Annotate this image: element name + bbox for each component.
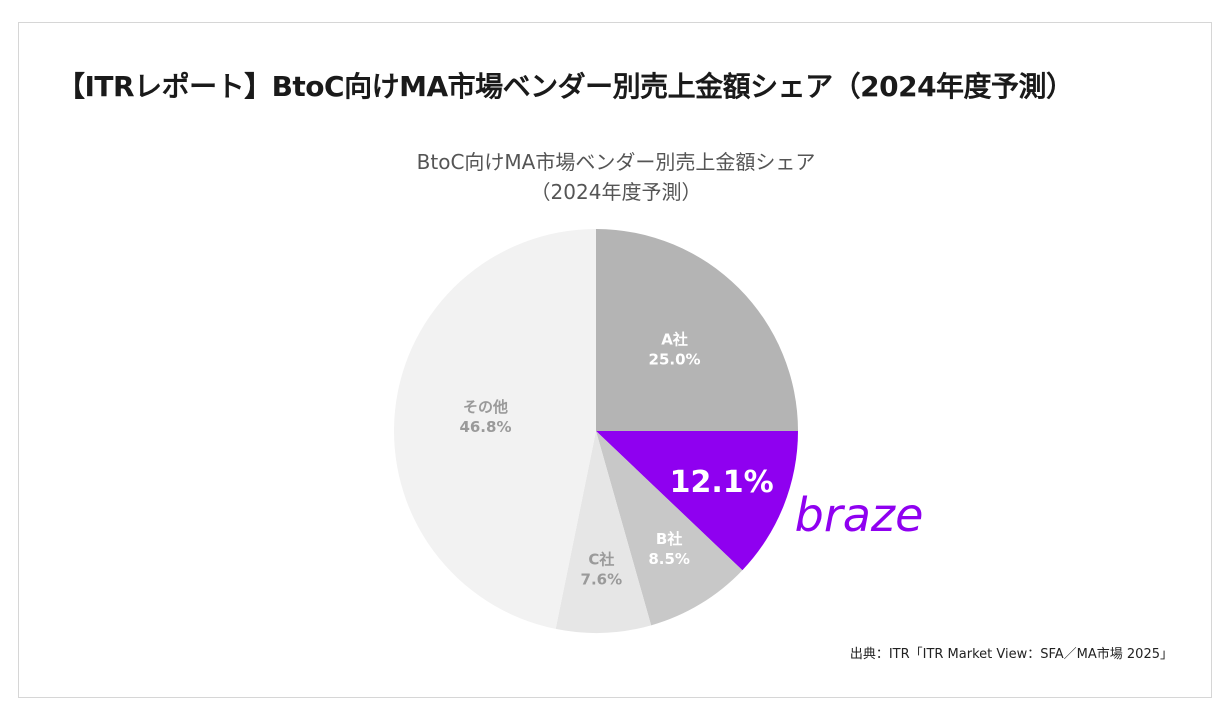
chart-title-line-2: （2024年度予測） — [530, 180, 702, 204]
chart-title-line-1: BtoC向けMA市場ベンダー別売上金額シェア — [416, 150, 816, 174]
chart-card: 【ITRレポート】BtoC向けMA市場ベンダー別売上金額シェア（2024年度予測… — [18, 22, 1212, 698]
pie-slice-braze — [596, 431, 798, 571]
slice-value-braze: 12.1% — [670, 465, 774, 500]
page-title: 【ITRレポート】BtoC向けMA市場ベンダー別売上金額シェア（2024年度予測… — [57, 70, 1074, 103]
slice-label-braze: 12.1% — [670, 465, 774, 500]
pie-slice-c — [555, 431, 652, 633]
braze-logo: braze — [795, 488, 924, 542]
slice-label-c: C社 7.6% — [581, 550, 623, 588]
slice-label-a: A社 25.0% — [649, 330, 701, 368]
pie-slice-b — [596, 431, 743, 626]
slice-label-b: B社 8.5% — [648, 530, 690, 568]
chart-title: BtoC向けMA市場ベンダー別売上金額シェア （2024年度予測） — [19, 147, 1213, 207]
slice-name-c: C社 — [588, 550, 614, 568]
source-note: 出典：ITR「ITR Market View：SFA／MA市場 2025」 — [849, 647, 1173, 662]
pie-slice-other — [394, 229, 596, 629]
slice-value-a: 25.0% — [649, 350, 701, 368]
slice-value-b: 8.5% — [648, 550, 690, 568]
slice-label-other: その他 46.8% — [459, 398, 511, 436]
slice-value-other: 46.8% — [459, 418, 511, 436]
slice-name-b: B社 — [656, 530, 682, 548]
slice-value-c: 7.6% — [581, 570, 623, 588]
pie-slice-a — [596, 229, 798, 431]
pie-chart: A社 25.0% 12.1% B社 8.5% C社 7.6% その他 46.8% braze — [394, 229, 924, 633]
slice-name-other: その他 — [463, 398, 508, 416]
slice-name-a: A社 — [661, 330, 688, 348]
